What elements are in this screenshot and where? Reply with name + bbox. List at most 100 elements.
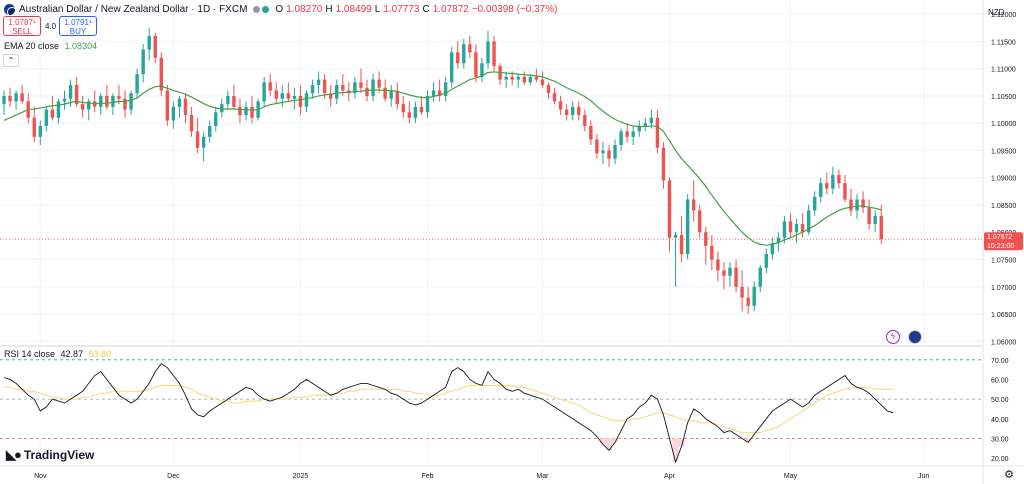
candle-body [855,199,859,211]
candle-body [238,106,242,116]
candle-body [698,210,702,233]
flag-icon[interactable] [908,330,922,344]
candle-body [123,98,127,110]
candle-body [740,286,744,298]
candle-body [244,106,248,116]
rsi-bands [0,359,983,463]
candle-body [722,270,726,276]
price-tick-label: 1.06000 [991,339,1016,346]
ema-value: 1.08304 [64,41,98,51]
rsi-ma-polyline [4,384,894,434]
price-tick-label: 1.08500 [991,203,1016,210]
currency-label[interactable]: NZD [988,8,1005,17]
countdown-label: 10:23:00 [987,243,1014,250]
ema-legend[interactable]: EMA 20 close 1.08304 [4,41,97,51]
open-value: 1.08270 [286,3,323,15]
rsi-oversold-fill [678,438,685,447]
candle-body [800,224,805,233]
candle-body [189,115,194,132]
rsi-ma-value: 53.80 [88,349,112,359]
candle-body [540,79,545,86]
candle-body [764,254,768,268]
last-price-label: 1.07872 [987,234,1012,241]
price-tick-label: 1.12000 [991,12,1016,19]
candle-body [692,199,696,211]
candle-body [153,35,157,58]
time-axis[interactable]: Nov Dec 2025 Feb Mar Apr May Jun [0,465,1024,480]
time-tick-label: Jun [918,473,929,480]
candle-body [504,76,508,80]
rsi-lines [3,363,894,464]
candle-body [413,106,418,118]
candle-body [770,243,775,255]
candle-body [177,98,182,107]
candle-body [613,145,617,159]
candles[interactable] [2,27,883,315]
candle-body [431,90,436,96]
candle-body [419,106,424,113]
candle-body [250,106,254,118]
candle-body [462,44,466,64]
candle-body [316,79,321,86]
symbol-title[interactable]: Australian Dollar / New Zealand Dollar ·… [19,3,248,15]
candle-body [322,79,327,94]
candle-body [135,74,139,94]
candle-body [673,234,678,238]
candle-body [56,101,61,118]
candle-body [371,79,375,96]
candle-body [534,76,539,80]
time-tick-label: Dec [167,473,180,480]
candle-body [129,93,133,110]
candle-body [437,90,442,96]
candle-body [552,93,557,102]
candle-body [492,41,496,66]
lightning-icon[interactable]: ϟ [886,330,900,344]
candle-body [171,106,176,121]
rsi-legend[interactable]: RSI 14 close 42.87 53.80 [4,349,111,359]
candle-body [329,93,333,99]
candle-body [734,267,738,287]
chevron-up-icon[interactable]: ⌃ [3,54,19,67]
candle-body [147,35,151,50]
candle-body [583,115,587,126]
candle-body [595,139,599,154]
candle-body [643,123,647,126]
candle-body [546,85,551,94]
rsi-oversold-fill [599,438,606,445]
rsi-tick-label: 60.00 [991,377,1009,384]
candle-body [395,90,399,105]
rsi-value: 42.87 [60,349,84,359]
candle-body [685,199,690,255]
buy-label: BUY [69,27,87,36]
rsi-oversold-fill [605,438,613,451]
time-tick-label: Nov [34,473,47,480]
candle-body [425,95,430,113]
candle-body [383,87,387,99]
brand-logo[interactable]: ◣● TradingView [6,447,94,463]
candle-body [74,85,79,105]
status-dot-closed [253,5,261,13]
candle-body [782,221,787,238]
candle-body [607,150,611,159]
candle-body [20,93,24,102]
sell-button[interactable]: 1.0787¹ SELL [3,16,41,36]
brand-name: TradingView [23,448,95,462]
rsi-oversold-fill [745,438,752,443]
candle-body [286,93,291,99]
spread-value: 4.0 [45,22,57,31]
price-axis[interactable]: 1.12000 1.11500 1.11000 1.10500 1.10000 1.095… [982,0,1024,484]
candle-body [450,52,454,83]
price-tick-label: 1.10500 [991,94,1016,101]
gear-icon[interactable]: ⚙ [1004,469,1014,481]
candle-body [601,150,605,154]
low-value: 1.07773 [383,3,420,15]
candle-body [619,131,623,146]
buy-button[interactable]: 1.0791¹ BUY [59,16,97,36]
candle-body [226,95,230,105]
candle-body [159,57,163,91]
chart-header: Australian Dollar / New Zealand Dollar ·… [4,2,557,16]
candle-body [68,85,73,99]
candle-body [44,109,49,126]
candle-body [183,98,188,116]
